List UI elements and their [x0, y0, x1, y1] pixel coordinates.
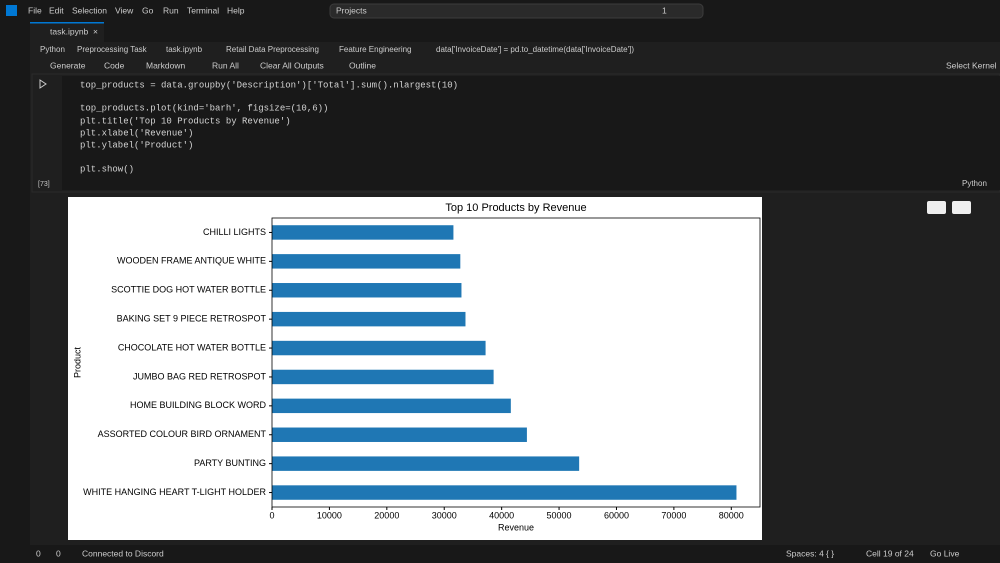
- y-tick-label: BAKING SET 9 PIECE RETROSPOT: [117, 314, 267, 324]
- warnings[interactable]: 0: [56, 548, 61, 558]
- execution-count: [73]: [38, 181, 50, 188]
- bar: [272, 225, 454, 240]
- breadcrumb[interactable]: Preprocessing Task: [77, 45, 148, 54]
- toolbar-button[interactable]: Outline: [349, 60, 376, 70]
- bar: [272, 398, 511, 414]
- y-tick-label: PARTY BUNTING: [194, 458, 266, 468]
- code-line: plt.title('Top 10 Products by Revenue'): [80, 116, 291, 126]
- menu-item[interactable]: Help: [227, 5, 245, 15]
- toolbar-button[interactable]: Clear All Outputs: [260, 60, 324, 70]
- errors[interactable]: 0: [36, 548, 41, 558]
- plot-frame: [271, 217, 761, 508]
- menu-item[interactable]: Go: [142, 5, 154, 15]
- cell-position[interactable]: Cell 19 of 24: [866, 548, 914, 558]
- bar: [272, 427, 527, 442]
- code-line: plt.show(): [80, 164, 134, 174]
- bar: [272, 456, 580, 471]
- code-line: top_products.plot(kind='barh', figsize=(…: [80, 103, 328, 113]
- code-editor[interactable]: [62, 76, 1000, 190]
- code-line: plt.ylabel('Product'): [80, 140, 193, 150]
- menu-item[interactable]: View: [115, 5, 134, 15]
- bar: [272, 311, 466, 327]
- y-tick-label: JUMBO BAG RED RETROSPOT: [133, 371, 267, 381]
- code-line: top_products = data.groupby('Description…: [80, 80, 458, 90]
- x-tick-label: 80000: [719, 510, 744, 520]
- discord-status[interactable]: Connected to Discord: [82, 548, 164, 558]
- badge[interactable]: 1: [662, 5, 667, 15]
- run-cell[interactable]: [39, 79, 47, 89]
- select-kernel[interactable]: Select Kernel: [946, 60, 997, 70]
- bar: [272, 340, 486, 356]
- toolbar-button[interactable]: Run All: [212, 60, 239, 70]
- bar: [272, 369, 494, 385]
- braces[interactable]: { }: [826, 548, 834, 558]
- menu-item[interactable]: Run: [163, 5, 179, 15]
- bar: [272, 485, 737, 500]
- y-tick-label: CHOCOLATE HOT WATER BOTTLE: [118, 342, 266, 352]
- y-tick-label: HOME BUILDING BLOCK WORD: [130, 400, 267, 410]
- y-tick-label: CHILLI LIGHTS: [203, 227, 266, 237]
- bar: [272, 283, 462, 298]
- tab-indicator: [30, 22, 104, 24]
- x-tick-label: 20000: [374, 510, 399, 520]
- menu-item[interactable]: File: [28, 5, 42, 15]
- x-tick-label: 10000: [317, 510, 342, 520]
- x-tick-label: 50000: [547, 510, 572, 520]
- y-tick-label: SCOTTIE DOG HOT WATER BOTTLE: [111, 285, 266, 295]
- menu-item[interactable]: Selection: [72, 5, 107, 15]
- tab[interactable]: [30, 22, 104, 42]
- breadcrumb[interactable]: Python: [40, 45, 65, 54]
- tab-bar: [0, 22, 1000, 42]
- save-button[interactable]: [952, 201, 971, 214]
- toolbar-button[interactable]: Markdown: [146, 60, 185, 70]
- tab-title[interactable]: task.ipynb: [50, 26, 89, 36]
- search-text[interactable]: Projects: [336, 5, 367, 15]
- search-box[interactable]: [329, 3, 704, 19]
- y-tick-label: WOODEN FRAME ANTIQUE WHITE: [117, 256, 266, 266]
- y-axis-label: Product: [72, 346, 82, 378]
- x-tick-label: 30000: [432, 510, 457, 520]
- x-tick-label: 0: [269, 510, 274, 520]
- app-icon: [6, 5, 17, 16]
- x-tick-label: 40000: [489, 510, 514, 520]
- breadcrumb[interactable]: Retail Data Preprocessing: [226, 45, 319, 54]
- menu-item[interactable]: Edit: [49, 5, 64, 15]
- y-tick-label: ASSORTED COLOUR BIRD ORNAMENT: [98, 429, 267, 439]
- tab-close[interactable]: ×: [93, 26, 98, 36]
- toolbar-button[interactable]: Code: [104, 60, 125, 70]
- cell-language[interactable]: Python: [962, 179, 987, 188]
- go-live[interactable]: Go Live: [930, 548, 960, 558]
- breadcrumb[interactable]: data['InvoiceDate'] = pd.to_datetime(dat…: [436, 45, 634, 54]
- menu-item[interactable]: Terminal: [187, 5, 219, 15]
- breadcrumb[interactable]: Feature Engineering: [339, 45, 412, 54]
- indentation[interactable]: Spaces: 4: [786, 548, 824, 558]
- x-axis-label: Revenue: [498, 522, 534, 532]
- bar: [272, 254, 461, 269]
- code-line: plt.xlabel('Revenue'): [80, 128, 193, 138]
- x-tick-label: 60000: [604, 510, 629, 520]
- activity-bar: [0, 22, 30, 545]
- statusbar: [0, 545, 1000, 563]
- copy-button[interactable]: [927, 201, 946, 214]
- chart-title: Top 10 Products by Revenue: [445, 202, 586, 214]
- x-tick-label: 70000: [661, 510, 686, 520]
- y-tick-label: WHITE HANGING HEART T-LIGHT HOLDER: [83, 487, 266, 497]
- toolbar-button[interactable]: Generate: [50, 60, 86, 70]
- breadcrumb[interactable]: task.ipynb: [166, 45, 203, 54]
